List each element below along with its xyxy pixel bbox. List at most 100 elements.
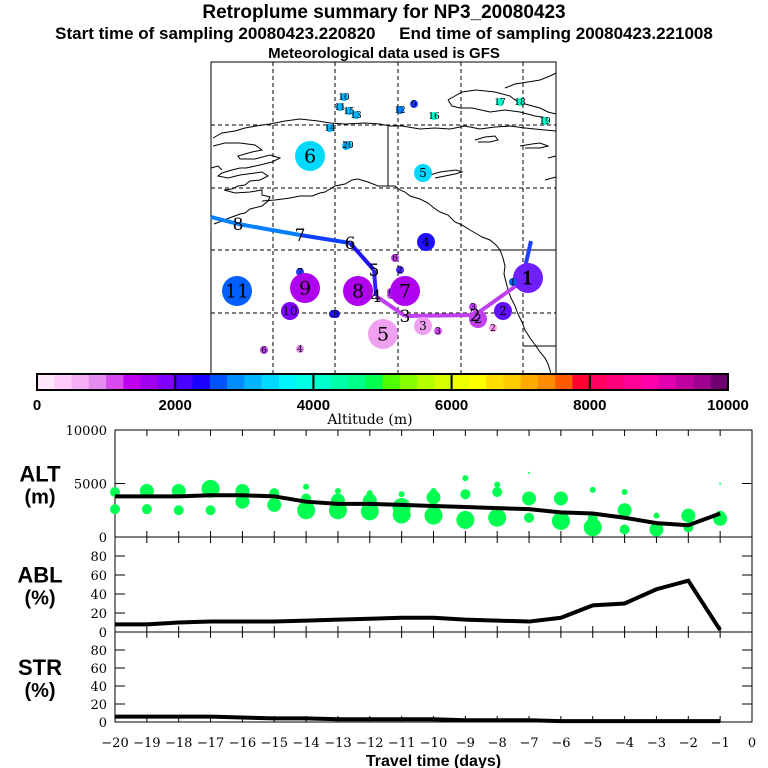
altitude-cluster-point	[551, 511, 570, 530]
altitude-cluster-point	[456, 510, 475, 529]
altitude-cluster-point	[524, 512, 535, 523]
cluster-label: 8	[333, 310, 339, 320]
x-tick-label: −9	[456, 736, 475, 751]
y-tick-label: 5000	[74, 478, 107, 493]
colorbar-cell	[589, 374, 608, 390]
altitude-cluster-point	[522, 491, 537, 506]
sampling-times: Start time of sampling 20080423.220820 E…	[0, 24, 768, 44]
x-tick-label: −20	[101, 736, 128, 751]
x-tick-label: −1	[711, 736, 730, 751]
cluster-bubble	[396, 266, 404, 274]
str-line	[115, 714, 721, 724]
trajectory-segment	[348, 241, 376, 272]
cluster-label: 6	[261, 346, 267, 356]
colorbar-cell	[607, 374, 625, 390]
trajectory-segment	[237, 222, 301, 237]
cluster-bubble	[469, 310, 487, 328]
colorbar-tick-label: 8000	[573, 397, 606, 414]
altitude-mean-line	[115, 493, 721, 528]
cluster-label: 3	[435, 327, 441, 337]
colorbar-cell	[365, 374, 383, 390]
map-grid	[211, 62, 556, 375]
cluster-label: 15	[343, 107, 355, 117]
cluster-label: 10	[282, 304, 297, 318]
colorbar-tick-label: 2000	[159, 397, 192, 414]
altitude-cluster-point	[360, 502, 379, 521]
colorbar-cell	[157, 374, 176, 390]
cluster-bubble	[496, 98, 504, 106]
cluster-label: 11	[225, 281, 249, 303]
colorbar-cell	[693, 374, 712, 390]
altitude-cluster-point	[460, 489, 471, 500]
cluster-label: 7	[297, 268, 303, 278]
colorbar-cell	[624, 374, 643, 390]
y-tick-label: 20	[90, 607, 107, 622]
cluster-bubble	[290, 273, 320, 303]
cluster-label: 4	[422, 235, 430, 249]
cluster-bubble	[414, 164, 432, 182]
colorbar-cell	[37, 374, 55, 390]
x-tick-label: −18	[165, 736, 192, 751]
colorbar-cell	[417, 374, 435, 390]
colorbar-cell	[123, 374, 142, 390]
altitude-cluster-point	[141, 504, 152, 515]
x-tick-label: −4	[615, 736, 634, 751]
cluster-bubble	[489, 324, 497, 332]
colorbar-cell	[572, 374, 591, 390]
x-tick-label: −2	[679, 736, 698, 751]
cluster-label: 9	[299, 278, 311, 300]
panel-ylabel-unit: (m)	[24, 487, 55, 509]
x-tick-label: −6	[551, 736, 570, 751]
colorbar-tick-label: 4000	[297, 397, 330, 414]
altitude-cluster-point	[426, 490, 441, 505]
altitude-cluster-point	[173, 505, 184, 516]
cluster-label: 1	[522, 268, 534, 290]
x-tick-label: −13	[324, 736, 351, 751]
cluster-label: 4	[297, 345, 303, 355]
colorbar-cell	[313, 374, 332, 390]
cluster-bubble	[368, 319, 398, 349]
x-tick-label: −14	[292, 736, 319, 751]
trajectory-day-label: 8	[233, 215, 244, 235]
cluster-bubble	[222, 276, 252, 306]
panel-ylabel-name: STR	[18, 655, 62, 680]
chart-title: Retroplume summary for NP3_20080423	[202, 2, 566, 23]
colorbar-label: Altitude (m)	[326, 412, 412, 428]
altitude-cluster-point	[462, 475, 469, 482]
cluster-label: 5	[419, 166, 427, 180]
altitude-cluster-point	[494, 481, 501, 488]
colorbar-cell	[296, 374, 314, 390]
colorbar-cell	[520, 374, 539, 390]
cluster-bubble	[390, 276, 420, 306]
cluster-bubble	[340, 93, 348, 101]
trajectory-segment	[374, 294, 407, 318]
altitude-cluster-point	[553, 491, 568, 506]
cluster-label: 19	[539, 117, 551, 127]
x-tick-label: −19	[133, 736, 160, 751]
y-tick-label: 60	[90, 569, 107, 584]
cluster-bubble	[343, 276, 373, 306]
cluster-bubbles: 1122223333444556666777889910101111121314…	[222, 93, 551, 356]
trajectory-segment	[299, 233, 351, 245]
coastlines	[210, 72, 557, 376]
x-tick-label: −15	[261, 736, 288, 751]
cluster-bubble	[541, 117, 549, 125]
met-data-label: Meteorological data used is GFS	[268, 45, 500, 62]
str-panel-frame	[114, 631, 753, 723]
cluster-bubble	[417, 233, 435, 251]
altitude-cluster-point	[297, 501, 316, 520]
colorbar-tick-label: 10000	[707, 397, 749, 414]
cluster-bubble	[410, 100, 418, 108]
cluster-bubble	[326, 124, 334, 132]
colorbar-cell	[641, 374, 660, 390]
panel-ylabel-unit: (%)	[24, 588, 55, 610]
cluster-label: 8	[352, 281, 364, 303]
altitude-cluster-point	[267, 497, 282, 512]
trajectory-day-label: 7	[295, 226, 306, 246]
cluster-label: 10	[338, 93, 350, 103]
cluster-bubble	[260, 346, 268, 354]
colorbar-frame	[36, 373, 729, 391]
end-time-label: End time of sampling 20080423.221008	[399, 24, 713, 43]
altitude-cluster-point	[488, 508, 507, 527]
